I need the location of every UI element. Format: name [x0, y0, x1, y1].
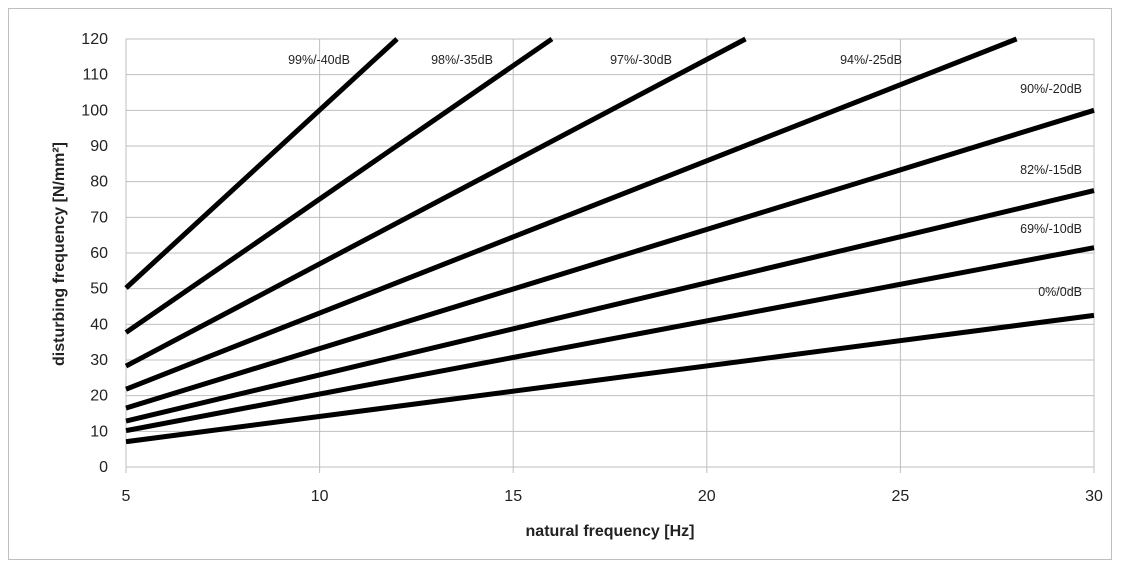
series-line-4: [125, 107, 1095, 411]
x-tick-label-15: 15: [504, 488, 522, 505]
series-line-6: [125, 245, 1095, 434]
y-tick-label-40: 40: [90, 316, 108, 333]
series-label-5: 82%/-15dB: [1020, 163, 1082, 177]
series-label-7: 0%/0dB: [1038, 285, 1082, 299]
y-tick-label-110: 110: [82, 67, 108, 84]
y-tick-label-90: 90: [90, 138, 108, 155]
grid: [125, 38, 1095, 473]
series-label-6: 69%/-10dB: [1020, 222, 1082, 236]
y-tick-label-30: 30: [90, 352, 108, 369]
series-label-3: 94%/-25dB: [840, 53, 902, 67]
y-tick-label-10: 10: [90, 423, 108, 440]
series-line-2: [124, 36, 747, 369]
x-tick-label-30: 30: [1085, 488, 1103, 505]
y-tick-label-60: 60: [90, 245, 108, 262]
x-tick-label-20: 20: [698, 488, 716, 505]
series-lines: [124, 36, 1095, 445]
series-line-0: [124, 37, 399, 290]
y-tick-label-80: 80: [90, 174, 108, 191]
series-line-3: [125, 36, 1018, 392]
series-label-2: 97%/-30dB: [610, 53, 672, 67]
series-label-4: 90%/-20dB: [1020, 82, 1082, 96]
series-labels: 99%/-40dB 98%/-35dB 97%/-30dB 94%/-25dB 90%/…: [288, 53, 1082, 299]
series-line-5: [125, 188, 1095, 424]
y-axis-title: disturbing frequency [N/mm²]: [51, 142, 68, 366]
y-tick-label-100: 100: [81, 102, 108, 119]
y-tick-label-120: 120: [81, 31, 108, 48]
series-line-7: [125, 312, 1095, 445]
y-tick-label-50: 50: [90, 281, 108, 298]
plot-area-border: [125, 38, 1095, 468]
y-tick-label-70: 70: [90, 209, 108, 226]
series-label-1: 98%/-35dB: [431, 53, 493, 67]
x-tick-label-10: 10: [311, 488, 329, 505]
y-tick-label-20: 20: [90, 388, 108, 405]
tick-labels: 0 10 20 30 40 50 60 70 80 90 100 110 120 5 10 15 20 25 30: [81, 31, 1103, 505]
series-line-1: [124, 36, 554, 335]
x-tick-label-5: 5: [122, 488, 131, 505]
x-axis-title: natural frequency [Hz]: [526, 523, 695, 540]
y-tick-label-0: 0: [99, 459, 108, 476]
x-tick-label-25: 25: [892, 488, 910, 505]
series-label-0: 99%/-40dB: [288, 53, 350, 67]
